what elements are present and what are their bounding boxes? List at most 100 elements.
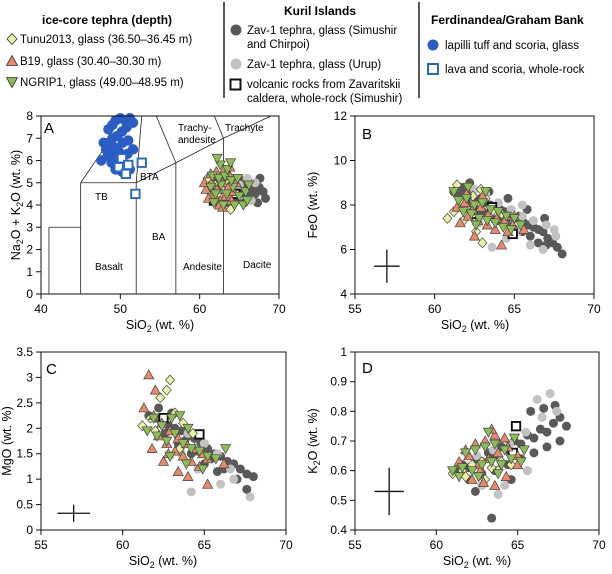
y-tick-label: 8 bbox=[340, 198, 347, 212]
data-point bbox=[136, 157, 147, 168]
data-point bbox=[209, 189, 222, 200]
data-point bbox=[155, 392, 166, 404]
data-point bbox=[210, 454, 222, 465]
data-point bbox=[537, 412, 547, 422]
data-point bbox=[154, 403, 164, 413]
y-tick-label: 0.5 bbox=[330, 493, 347, 507]
y-tick-label: 6 bbox=[340, 243, 347, 257]
data-point bbox=[177, 439, 189, 450]
legend-marker-zavaritskii bbox=[229, 78, 242, 91]
data-point bbox=[123, 159, 134, 171]
data-point bbox=[522, 466, 532, 476]
data-point bbox=[476, 460, 488, 471]
tas-boundary-line bbox=[136, 162, 177, 184]
data-point bbox=[98, 137, 109, 148]
data-point bbox=[552, 406, 562, 416]
y-tick-label: 2 bbox=[26, 243, 33, 257]
x-tick-label: 50 bbox=[114, 302, 128, 316]
data-point bbox=[161, 436, 173, 447]
legend-marker-ferd-lava bbox=[427, 63, 439, 75]
tas-field-boundaries bbox=[48, 116, 272, 294]
panel-c-letter: C bbox=[46, 361, 57, 378]
data-point bbox=[545, 389, 555, 399]
data-point bbox=[240, 187, 252, 198]
y-tick-label: 2 bbox=[26, 421, 33, 435]
data-point bbox=[151, 431, 163, 442]
data-point bbox=[460, 193, 473, 205]
data-point bbox=[515, 457, 527, 468]
data-point bbox=[495, 239, 508, 250]
data-point bbox=[518, 445, 530, 456]
data-point bbox=[229, 474, 239, 484]
data-point bbox=[466, 466, 478, 477]
data-point bbox=[486, 457, 498, 468]
tas-boundary-line bbox=[155, 116, 177, 163]
y-tick-label: 1.5 bbox=[16, 447, 33, 461]
data-point bbox=[505, 225, 517, 236]
x-tick-label: 55 bbox=[348, 538, 362, 552]
data-point bbox=[529, 433, 539, 443]
data-point bbox=[235, 464, 245, 474]
legend: ice-core tephra (depth) Tunu2013, glass … bbox=[5, 2, 585, 105]
data-point bbox=[149, 384, 161, 395]
data-point bbox=[174, 411, 186, 422]
data-point bbox=[169, 429, 181, 440]
tas-boundary-line bbox=[213, 116, 224, 139]
data-point bbox=[248, 472, 258, 482]
y-tick-label: 3.5 bbox=[16, 345, 33, 359]
y-tick-label: 1 bbox=[26, 472, 33, 486]
data-point bbox=[202, 451, 214, 462]
y-tick-label: 0 bbox=[26, 523, 33, 537]
data-point bbox=[476, 198, 489, 209]
data-point bbox=[462, 182, 474, 193]
data-point bbox=[542, 427, 552, 437]
data-point bbox=[489, 218, 501, 229]
tas-label-trachyandesite: Trachy- bbox=[178, 123, 212, 134]
data-point bbox=[532, 394, 542, 404]
tas-label-trachyte: Trachyte bbox=[225, 123, 264, 134]
data-point bbox=[146, 442, 158, 453]
data-point bbox=[96, 155, 107, 166]
data-point bbox=[473, 214, 485, 225]
data-point bbox=[165, 374, 176, 386]
data-point bbox=[517, 211, 527, 221]
data-point bbox=[242, 173, 252, 183]
data-point bbox=[539, 403, 549, 413]
data-point bbox=[469, 445, 481, 456]
data-point bbox=[233, 191, 245, 202]
panel-d-xlabel: SiO2 (wt. %) bbox=[443, 554, 511, 570]
legend-marker-b19 bbox=[5, 54, 19, 66]
data-point bbox=[526, 406, 536, 416]
data-point bbox=[202, 478, 214, 489]
data-point bbox=[548, 418, 558, 428]
data-point bbox=[185, 444, 197, 455]
legend-marker-ferd-lapilli bbox=[427, 39, 439, 51]
data-point bbox=[468, 230, 481, 241]
data-point bbox=[503, 193, 513, 203]
data-point bbox=[538, 227, 548, 237]
data-point bbox=[508, 214, 520, 225]
data-point bbox=[120, 168, 132, 179]
panel-a-points bbox=[96, 113, 271, 215]
panel-c-ticks: 55 60 65 70 0 0.5 1 1.5 2 2.5 3 3.5 bbox=[16, 345, 293, 552]
data-point bbox=[186, 487, 196, 497]
tas-boundary-line bbox=[135, 116, 143, 183]
panel-b-error-cross bbox=[374, 249, 400, 283]
y-tick-label: 8 bbox=[26, 109, 33, 123]
data-point bbox=[137, 420, 148, 432]
data-point bbox=[525, 240, 535, 250]
data-point bbox=[241, 196, 253, 207]
data-point bbox=[465, 209, 477, 220]
data-point bbox=[492, 447, 504, 458]
panel-b-points bbox=[442, 178, 567, 259]
data-point bbox=[200, 183, 212, 194]
tas-label-dacite: Dacite bbox=[243, 260, 272, 271]
data-point bbox=[552, 242, 562, 252]
tas-label-bta: BTA bbox=[140, 172, 159, 183]
data-point bbox=[193, 446, 206, 457]
data-point bbox=[448, 187, 460, 198]
data-point bbox=[157, 455, 170, 466]
legend-label-zav-simushir: Zav-1 tephra, glass (Simushir bbox=[247, 25, 397, 37]
legend-label-b19: B19, glass (30.40–30.30 m) bbox=[20, 56, 161, 68]
